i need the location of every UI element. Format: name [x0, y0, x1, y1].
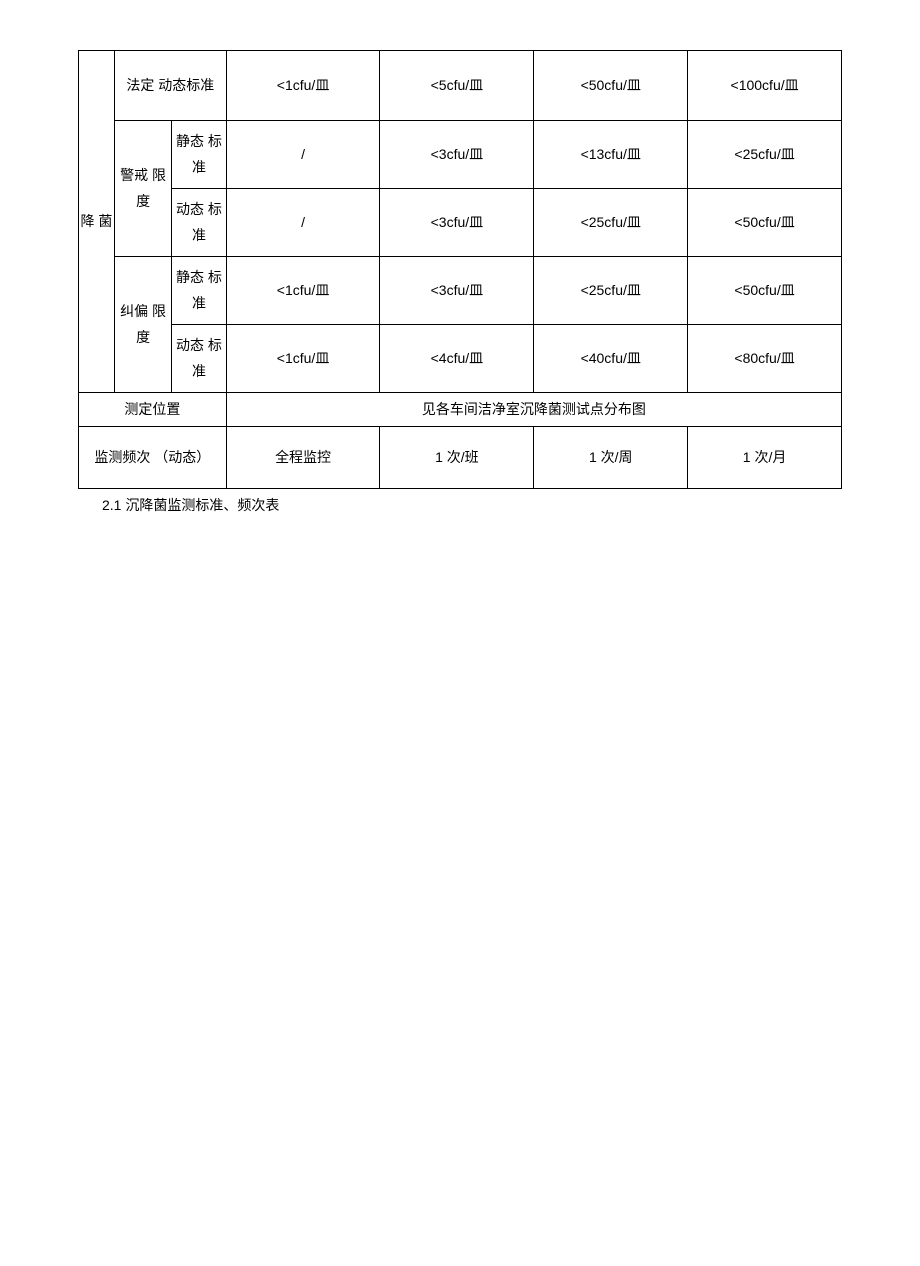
correction-static-value-3: <25cfu/皿	[534, 257, 688, 325]
alert-limit-label: 警戒 限度	[114, 121, 171, 257]
alert-dynamic-value-1: /	[226, 189, 380, 257]
frequency-value-2: 1 次/班	[380, 427, 534, 489]
frequency-label: 监测频次 （动态）	[79, 427, 227, 489]
alert-dynamic-value-3: <25cfu/皿	[534, 189, 688, 257]
monitoring-standards-table: 降 菌 法定 动态标准 <1cfu/皿 <5cfu/皿 <50cfu/皿 <10…	[78, 50, 842, 489]
correction-static-label: 静态 标准	[172, 257, 226, 325]
legal-standard-label: 法定 动态标准	[114, 51, 226, 121]
correction-dynamic-value-3: <40cfu/皿	[534, 325, 688, 393]
correction-dynamic-value-1: <1cfu/皿	[226, 325, 380, 393]
legal-value-3: <50cfu/皿	[534, 51, 688, 121]
legal-value-4: <100cfu/皿	[688, 51, 842, 121]
alert-static-value-3: <13cfu/皿	[534, 121, 688, 189]
correction-static-value-4: <50cfu/皿	[688, 257, 842, 325]
frequency-value-1: 全程监控	[226, 427, 380, 489]
legal-value-2: <5cfu/皿	[380, 51, 534, 121]
alert-static-value-4: <25cfu/皿	[688, 121, 842, 189]
correction-limit-label: 纠偏 限度	[114, 257, 171, 393]
frequency-value-4: 1 次/月	[688, 427, 842, 489]
correction-dynamic-value-2: <4cfu/皿	[380, 325, 534, 393]
alert-static-value-1: /	[226, 121, 380, 189]
correction-dynamic-label: 动态 标准	[172, 325, 226, 393]
correction-static-value-1: <1cfu/皿	[226, 257, 380, 325]
correction-dynamic-value-4: <80cfu/皿	[688, 325, 842, 393]
row-header-cell: 降 菌	[79, 51, 115, 393]
correction-static-value-2: <3cfu/皿	[380, 257, 534, 325]
frequency-value-3: 1 次/周	[534, 427, 688, 489]
legal-value-1: <1cfu/皿	[226, 51, 380, 121]
alert-dynamic-value-2: <3cfu/皿	[380, 189, 534, 257]
alert-dynamic-value-4: <50cfu/皿	[688, 189, 842, 257]
alert-dynamic-label: 动态 标准	[172, 189, 226, 257]
table-caption: 2.1 沉降菌监测标准、频次表	[78, 495, 842, 515]
alert-static-value-2: <3cfu/皿	[380, 121, 534, 189]
position-label: 测定位置	[79, 393, 227, 427]
alert-static-label: 静态 标准	[172, 121, 226, 189]
position-value: 见各车间洁净室沉降菌测试点分布图	[226, 393, 841, 427]
